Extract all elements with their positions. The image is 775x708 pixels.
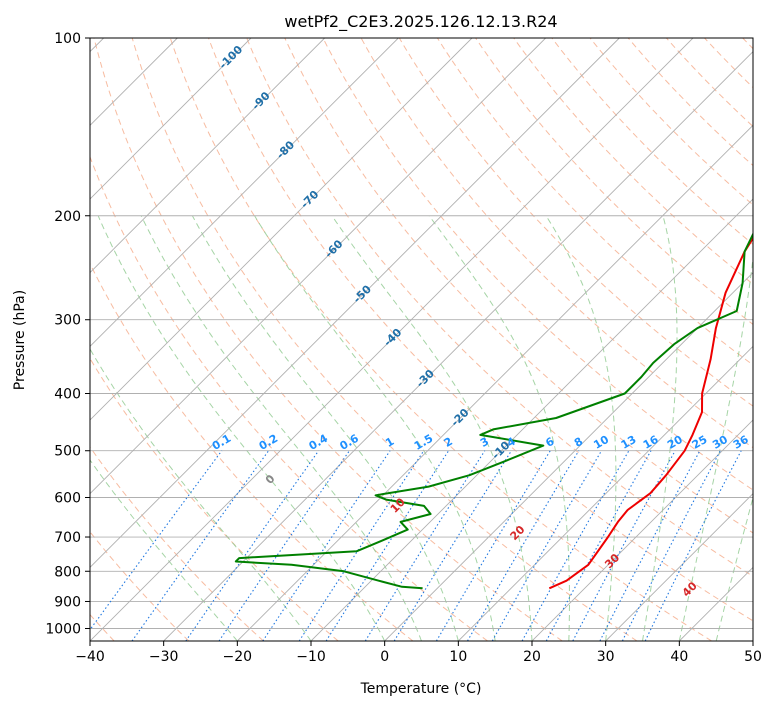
isotherm-line xyxy=(90,38,694,641)
dewpoint-line xyxy=(234,232,753,590)
mixing-ratio-line xyxy=(435,450,551,641)
mixing-ratio-line xyxy=(131,450,270,641)
profile-series xyxy=(234,232,753,590)
isotherm-line xyxy=(90,38,546,495)
temperature-line xyxy=(548,236,753,590)
dry-adiabat-line xyxy=(208,38,753,622)
chart-title: wetPf2_C2E3.2025.126.12.13.R24 xyxy=(284,12,557,32)
x-tick-label: 10 xyxy=(449,649,467,665)
plot-frame xyxy=(89,37,754,642)
mixing-ratio-line xyxy=(467,450,580,641)
mixing-ratio-line xyxy=(545,450,652,641)
isotherm-line xyxy=(163,51,753,641)
moist-adiabat-line xyxy=(428,215,570,641)
dry-adiabat-line xyxy=(246,38,753,578)
moist-adiabat-line xyxy=(97,215,386,641)
moist-adiabat-line xyxy=(191,215,459,641)
y-tick-label: 100 xyxy=(54,31,81,47)
moist-adiabats xyxy=(90,215,753,641)
moist-adiabat-line xyxy=(140,215,422,641)
y-tick-label: 200 xyxy=(54,209,81,225)
moist-adiabat-line xyxy=(331,215,533,641)
x-tick-label: 30 xyxy=(597,649,615,665)
mixing-ratio-line xyxy=(90,450,223,631)
y-tick-label: 1000 xyxy=(45,621,81,637)
mixing-ratio-line xyxy=(185,450,320,641)
isobars xyxy=(90,38,753,629)
moist-adiabat-line xyxy=(678,253,753,641)
moist-adiabat-line xyxy=(545,215,617,641)
isotherm-line xyxy=(90,38,325,274)
isotherm-line xyxy=(384,272,753,641)
isotherm-line xyxy=(605,493,753,641)
x-axis-label: Temperature (°C) xyxy=(360,681,482,697)
isotherm-line xyxy=(90,38,620,568)
mixing-ratio-line xyxy=(325,450,450,641)
y-tick-label: 300 xyxy=(54,313,81,329)
y-tick-label: 700 xyxy=(54,530,81,546)
mixing-ratio-line xyxy=(644,450,742,641)
mixing-ratio-lines xyxy=(90,450,742,641)
dry-adiabat-line xyxy=(90,262,414,641)
dry-adiabat-line xyxy=(322,38,753,491)
dry-adiabat-line xyxy=(513,38,753,285)
mixing-ratio-line xyxy=(364,450,486,641)
dry-adiabat-line xyxy=(131,38,638,641)
y-tick-label: 400 xyxy=(54,387,81,403)
y-tick-label: 600 xyxy=(54,490,81,506)
mixing-ratio-line xyxy=(393,450,512,641)
y-tick-label: 900 xyxy=(54,594,81,610)
dry-adiabat-line xyxy=(627,38,753,167)
x-tick-label: −20 xyxy=(223,649,253,665)
isotherm-line xyxy=(458,345,753,641)
isotherm-line xyxy=(90,38,399,347)
moist-adiabat-line xyxy=(90,348,312,641)
moist-adiabat-line xyxy=(90,459,238,641)
dry-adiabat-line xyxy=(93,38,563,641)
dry-adiabat-line xyxy=(169,38,712,641)
dry-adiabats xyxy=(90,38,753,641)
isotherm-line xyxy=(237,124,753,641)
dry-adiabat-line xyxy=(90,446,264,641)
x-tick-label: 20 xyxy=(523,649,541,665)
x-tick-label: 0 xyxy=(380,649,389,665)
dry-adiabat-line xyxy=(398,38,753,407)
x-tick-label: −40 xyxy=(75,649,105,665)
isotherms xyxy=(90,38,753,641)
isotherm-line xyxy=(531,419,753,641)
mixing-ratio-line xyxy=(521,450,630,641)
y-tick-label: 500 xyxy=(54,444,81,460)
y-tick-label: 800 xyxy=(54,564,81,580)
isotherm-line xyxy=(90,38,473,421)
isotherm-line xyxy=(90,38,252,200)
mixing-ratio-line xyxy=(491,450,602,641)
dry-adiabat-line xyxy=(475,38,753,326)
x-axis-ticks: −40 −30 −20 −10 0 10 20 30 40 50 xyxy=(75,641,762,665)
x-tick-label: −10 xyxy=(296,649,326,665)
mixing-ratio-line xyxy=(298,450,425,641)
y-axis-label: Pressure (hPa) xyxy=(12,290,28,390)
x-tick-label: −30 xyxy=(149,649,179,665)
dry-adiabat-line xyxy=(589,38,753,206)
x-tick-label: 40 xyxy=(670,649,688,665)
y-axis-ticks: 100 200 300 400 500 600 700 800 900 1000 xyxy=(45,31,90,637)
mixing-ratio-line xyxy=(218,450,350,641)
isotherm-line xyxy=(310,198,753,641)
moist-adiabat-line xyxy=(642,215,678,641)
x-tick-label: 50 xyxy=(744,649,762,665)
